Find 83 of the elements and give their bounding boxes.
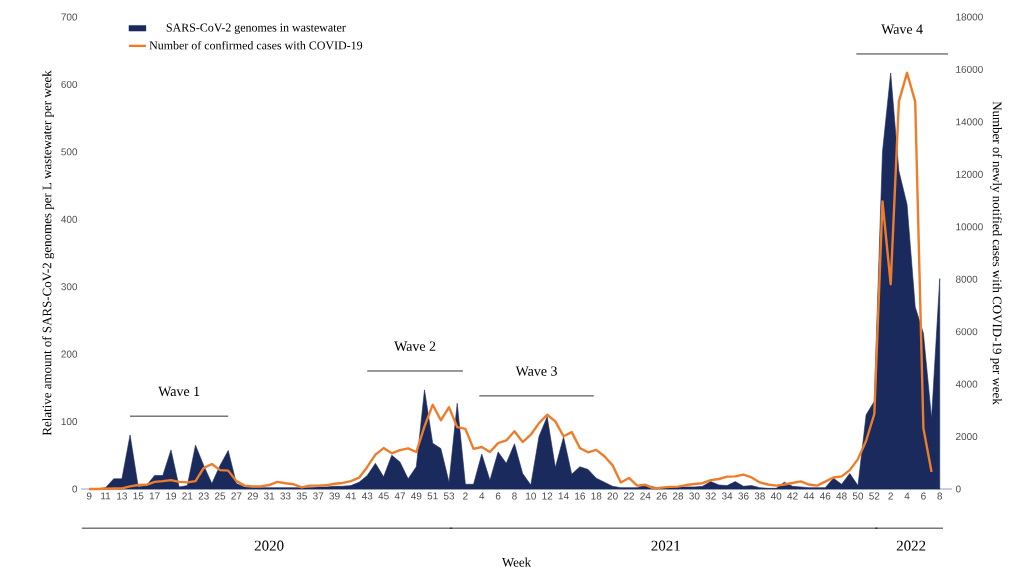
x-tick-label: 39 xyxy=(329,492,340,500)
x-tick-label: 45 xyxy=(378,492,389,500)
x-tick-label: 24 xyxy=(640,492,651,500)
y2-tick-label: 12000 xyxy=(956,170,983,178)
annotation: Wave 2 xyxy=(394,341,436,351)
y2-tick-label: 14000 xyxy=(956,118,983,126)
x-tick-label: 15 xyxy=(133,492,144,500)
x-tick-label: 43 xyxy=(361,492,373,500)
annotation: Wave 3 xyxy=(515,366,557,376)
x-tick-label: 29 xyxy=(247,492,258,500)
x-tick-label: 30 xyxy=(689,492,700,500)
y2-tick-label: 18000 xyxy=(956,13,983,21)
y-tick-label: 600 xyxy=(61,80,78,88)
y-axis-title: Relative amount of SARS-CoV-2 genomes per L wastewater per week xyxy=(42,70,55,436)
y2-tick-label: 0 xyxy=(955,485,961,493)
x-tick-label: 8 xyxy=(512,492,517,500)
x-tick-label: 51 xyxy=(427,492,438,500)
y2-tick-label: 10000 xyxy=(956,223,983,231)
x-tick-label: 10 xyxy=(526,492,536,500)
x-tick-label: 40 xyxy=(770,492,782,500)
x-tick-label: 41 xyxy=(345,492,356,500)
x-tick-label: 38 xyxy=(754,492,765,500)
text: 2020 xyxy=(254,540,284,551)
x-tick-label: 35 xyxy=(296,492,307,500)
x-tick-label: 2 xyxy=(888,492,893,500)
x-tick-label: 48 xyxy=(836,492,847,500)
x-tick-label: 27 xyxy=(231,492,242,500)
annotation: Wave 4 xyxy=(881,24,923,34)
text: 2022 xyxy=(896,540,926,551)
x-tick-label: 4 xyxy=(904,492,910,500)
annotation: Wave 1 xyxy=(158,386,200,397)
x-tick-label: 37 xyxy=(313,492,324,500)
x-tick-label: 17 xyxy=(149,492,160,500)
y2-tick-label: 8000 xyxy=(955,275,978,283)
y-tick-label: 100 xyxy=(61,418,78,426)
x-tick-label: 52 xyxy=(869,492,880,500)
y-tick-label: 700 xyxy=(61,13,78,21)
x-axis-title: Week xyxy=(501,557,532,567)
y-tick-label: 0 xyxy=(72,485,78,493)
x-tick-label: 44 xyxy=(803,492,815,500)
x-tick-label: 33 xyxy=(280,492,291,500)
y-tick-label: 500 xyxy=(61,148,78,156)
x-tick-label: 25 xyxy=(215,492,226,500)
x-tick-label: 46 xyxy=(819,492,831,500)
y2-tick-label: 16000 xyxy=(956,65,983,73)
y2-tick-label: 6000 xyxy=(956,328,978,336)
x-tick-label: 16 xyxy=(575,492,585,500)
x-tick-label: 49 xyxy=(411,492,422,500)
x-tick-label: 36 xyxy=(738,492,749,500)
y2-tick-label: 4000 xyxy=(955,380,978,388)
x-tick-label: 50 xyxy=(852,492,864,500)
text: 2021 xyxy=(651,540,680,551)
x-tick-label: 47 xyxy=(394,492,406,500)
x-tick-label: 23 xyxy=(198,492,209,500)
x-tick-label: 18 xyxy=(591,492,602,500)
x-tick-label: 19 xyxy=(166,492,177,500)
x-tick-label: 9 xyxy=(86,492,92,500)
y-tick-label: 300 xyxy=(61,283,78,291)
x-tick-label: 8 xyxy=(937,492,943,500)
x-tick-label: 21 xyxy=(182,492,193,500)
x-tick-label: 26 xyxy=(656,492,667,500)
legend-label: SARS-CoV-2 genomes in wastewater xyxy=(166,23,346,35)
y2-tick-label: 2000 xyxy=(956,433,978,441)
x-tick-label: 42 xyxy=(787,492,798,500)
x-tick-label: 28 xyxy=(672,492,684,500)
y-tick-label: 200 xyxy=(61,350,78,358)
x-tick-label: 14 xyxy=(558,492,569,500)
x-tick-label: 13 xyxy=(117,492,128,500)
x-tick-label: 53 xyxy=(443,492,455,500)
x-tick-label: 4 xyxy=(479,492,485,500)
x-tick-label: 32 xyxy=(705,492,716,500)
x-tick-label: 20 xyxy=(607,492,618,500)
x-tick-label: 6 xyxy=(921,492,926,500)
x-tick-label: 6 xyxy=(495,492,501,500)
x-tick-label: 31 xyxy=(263,492,275,500)
x-tick-label: 22 xyxy=(623,492,635,500)
x-tick-label: 2 xyxy=(463,492,468,500)
y2-axis-title: Number of newly notified cases with COVID-19 per week xyxy=(990,101,1002,405)
x-tick-label: 12 xyxy=(542,492,553,500)
x-tick-label: 11 xyxy=(101,492,111,500)
legend-label: Number of confirmed cases with COVID-19 xyxy=(149,40,363,50)
y-tick-label: 400 xyxy=(61,215,78,223)
x-tick-label: 34 xyxy=(721,492,733,500)
